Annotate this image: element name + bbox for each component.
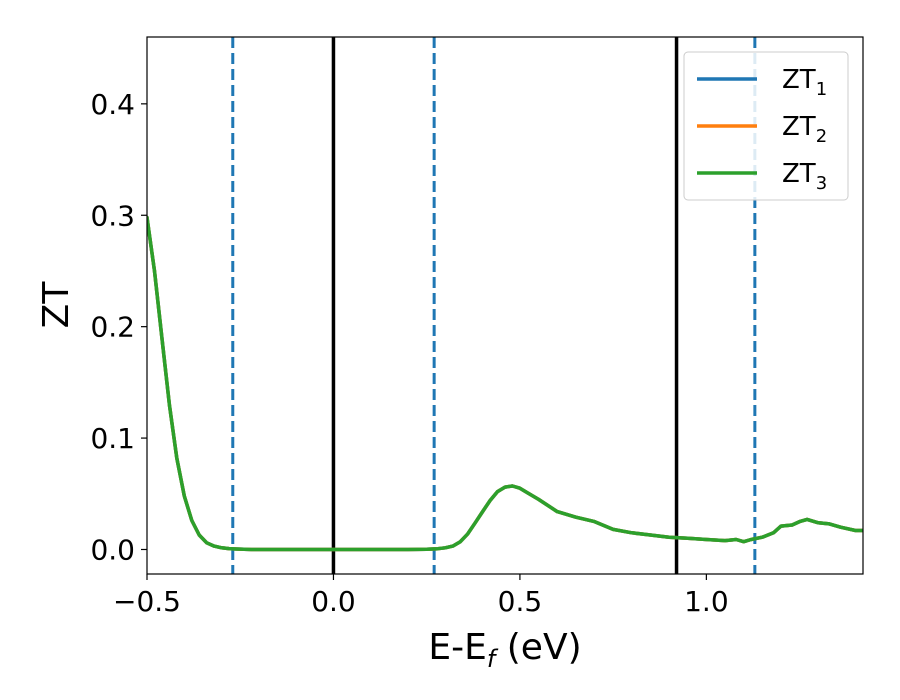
y-tick-label: 0.2 (90, 311, 135, 344)
x-axis-title: E-Ef (eV) (428, 627, 581, 673)
x-tick-label: −0.5 (113, 585, 181, 618)
series-line-zt3 (147, 215, 863, 552)
y-tick-label: 0.0 (90, 533, 135, 566)
legend-label-zt2: ZT2 (782, 112, 827, 147)
y-axis-ticks: 0.0 0.1 0.2 0.3 0.4 (90, 88, 147, 566)
plot-frame (146, 36, 864, 575)
legend-box (683, 51, 849, 201)
y-tick-label: 0.3 (90, 199, 135, 232)
x-axis-title-unit: (eV) (495, 627, 581, 668)
y-tick-label: 0.4 (90, 88, 135, 121)
legend-label-zt3: ZT3 (782, 159, 827, 194)
y-axis-title: ZT (36, 281, 77, 329)
x-tick-label: 0.5 (498, 585, 543, 618)
x-axis-title-main: E-E (428, 627, 486, 668)
series-lines (147, 215, 863, 552)
x-tick-label: 0.0 (311, 585, 356, 618)
y-tick-label: 0.1 (90, 422, 135, 455)
legend: ZT1 ZT2 ZT3 (683, 51, 849, 201)
x-tick-label: 1.0 (684, 585, 729, 618)
legend-label-zt1: ZT1 (782, 65, 827, 100)
x-axis-ticks: −0.5 0.0 0.5 1.0 (113, 574, 729, 618)
